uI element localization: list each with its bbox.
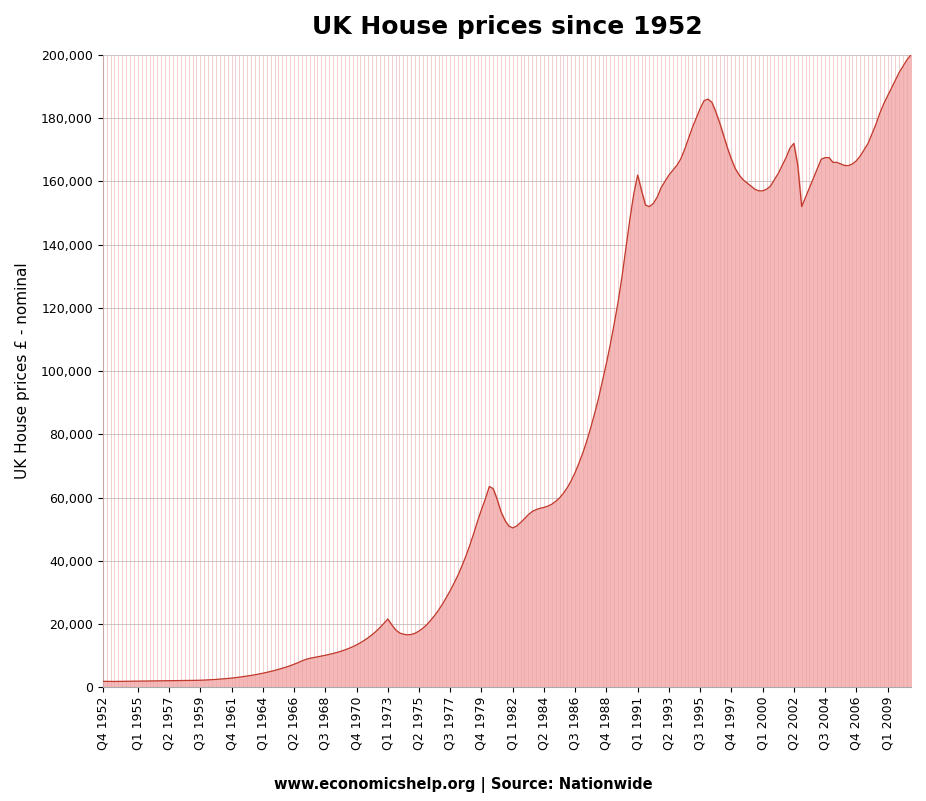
Y-axis label: UK House prices £ - nominal: UK House prices £ - nominal xyxy=(15,263,30,479)
Title: UK House prices since 1952: UK House prices since 1952 xyxy=(311,15,702,39)
Text: www.economicshelp.org | Source: Nationwide: www.economicshelp.org | Source: Nationwi… xyxy=(274,777,652,793)
